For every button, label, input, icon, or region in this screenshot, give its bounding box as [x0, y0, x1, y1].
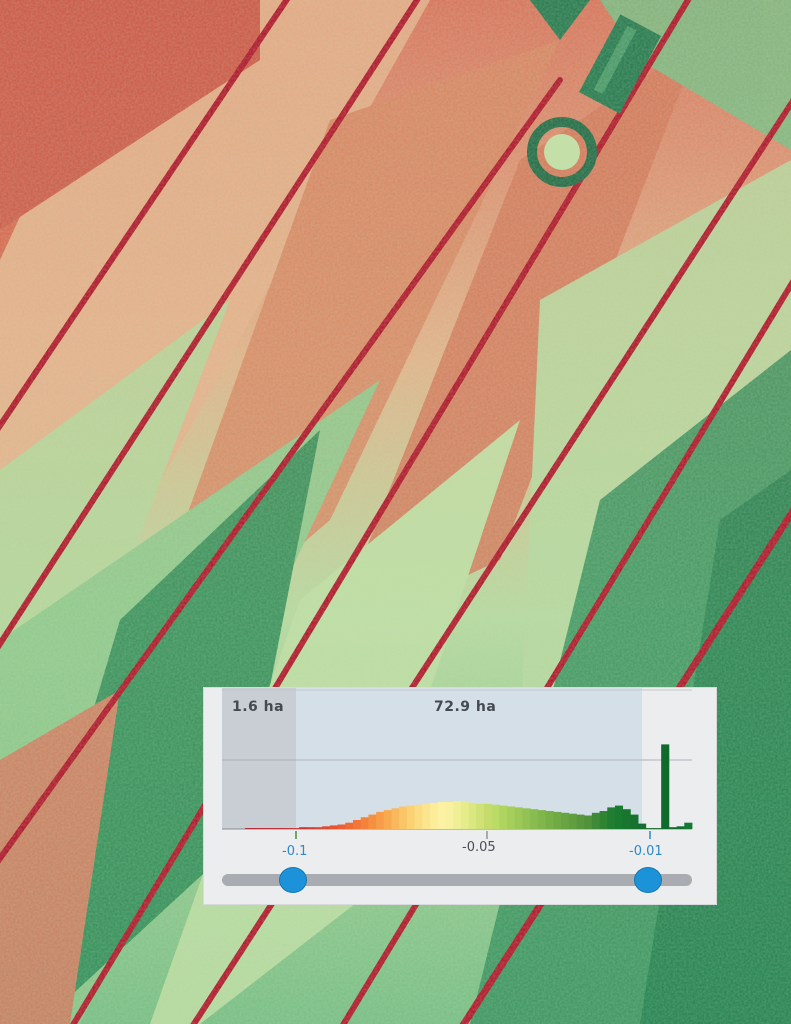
- histogram-bar: [499, 805, 508, 829]
- histogram-bar: [414, 804, 423, 829]
- histogram-bar: [268, 828, 277, 829]
- histogram-bar: [383, 810, 392, 829]
- histogram-bar: [322, 826, 331, 829]
- histogram-bar: [607, 807, 616, 829]
- histogram-bar: [445, 802, 454, 829]
- histogram-bar: [668, 827, 677, 829]
- histogram-bar: [468, 802, 477, 829]
- selected-area-label: 72.9 ha: [434, 699, 497, 715]
- histogram-bar: [291, 828, 300, 829]
- histogram-bar: [460, 802, 469, 829]
- histogram-bar: [507, 806, 516, 829]
- histogram-bar: [561, 812, 570, 829]
- histogram-bar: [545, 811, 554, 829]
- histogram-bar: [252, 828, 261, 829]
- histogram-bar: [437, 802, 446, 829]
- center-tick-label: -0.05: [462, 840, 496, 855]
- histogram-bar: [553, 811, 562, 829]
- histogram-bar: [645, 828, 654, 829]
- histogram-bar: [314, 827, 323, 829]
- excluded-range-band: [222, 688, 296, 829]
- histogram-bar: [684, 822, 693, 829]
- histogram-bar: [568, 813, 577, 829]
- histogram-bar: [599, 811, 608, 829]
- range-slider-min-handle[interactable]: [280, 868, 306, 892]
- histogram-bar: [406, 805, 416, 829]
- histogram-bar: [360, 817, 369, 829]
- histogram-bar: [399, 806, 408, 829]
- range-slider-track[interactable]: [222, 874, 692, 886]
- histogram-bar: [337, 824, 346, 829]
- histogram-bar: [522, 808, 531, 829]
- histogram-bar: [491, 804, 500, 829]
- histogram-bar: [653, 828, 662, 829]
- histogram-bar: [537, 810, 546, 829]
- histogram-bar: [306, 827, 315, 829]
- histogram-bar: [275, 828, 285, 829]
- histogram-bar: [329, 825, 338, 829]
- histogram-bar: [483, 803, 493, 829]
- range-slider-max-handle[interactable]: [635, 868, 661, 892]
- histogram-bar: [422, 803, 431, 829]
- histogram-bar: [376, 811, 385, 829]
- excluded-area-label: 1.6 ha: [232, 699, 285, 715]
- histogram-bar: [676, 826, 685, 829]
- histogram-bar: [352, 820, 362, 829]
- histogram-bar: [453, 801, 462, 829]
- histogram-bar: [368, 814, 377, 829]
- histogram-bar: [622, 809, 631, 829]
- histogram-bar: [299, 827, 308, 829]
- histogram-bar: [584, 815, 593, 829]
- histogram-bar: [576, 814, 585, 829]
- histogram-bar: [514, 807, 523, 829]
- histogram-panel: 1.6 ha 72.9 ha -0.1 -0.05 -0.01: [204, 688, 716, 904]
- histogram-bar: [638, 823, 647, 829]
- histogram-bar: [591, 812, 600, 829]
- histogram-bars: [245, 744, 693, 829]
- histogram-bar: [345, 822, 354, 829]
- max-handle-value: -0.01: [629, 844, 663, 859]
- histogram-chart: [222, 688, 693, 839]
- histogram-bar: [661, 744, 670, 829]
- histogram-bar: [245, 828, 254, 829]
- histogram-bar: [476, 803, 485, 829]
- histogram-bar: [614, 805, 624, 829]
- histogram-bar: [283, 828, 292, 829]
- histogram-bar: [391, 808, 400, 829]
- histogram-bar: [430, 802, 439, 829]
- min-handle-value: -0.1: [282, 844, 308, 859]
- histogram-bar: [260, 828, 269, 829]
- histogram-bar: [530, 809, 539, 829]
- histogram-bar: [630, 814, 639, 829]
